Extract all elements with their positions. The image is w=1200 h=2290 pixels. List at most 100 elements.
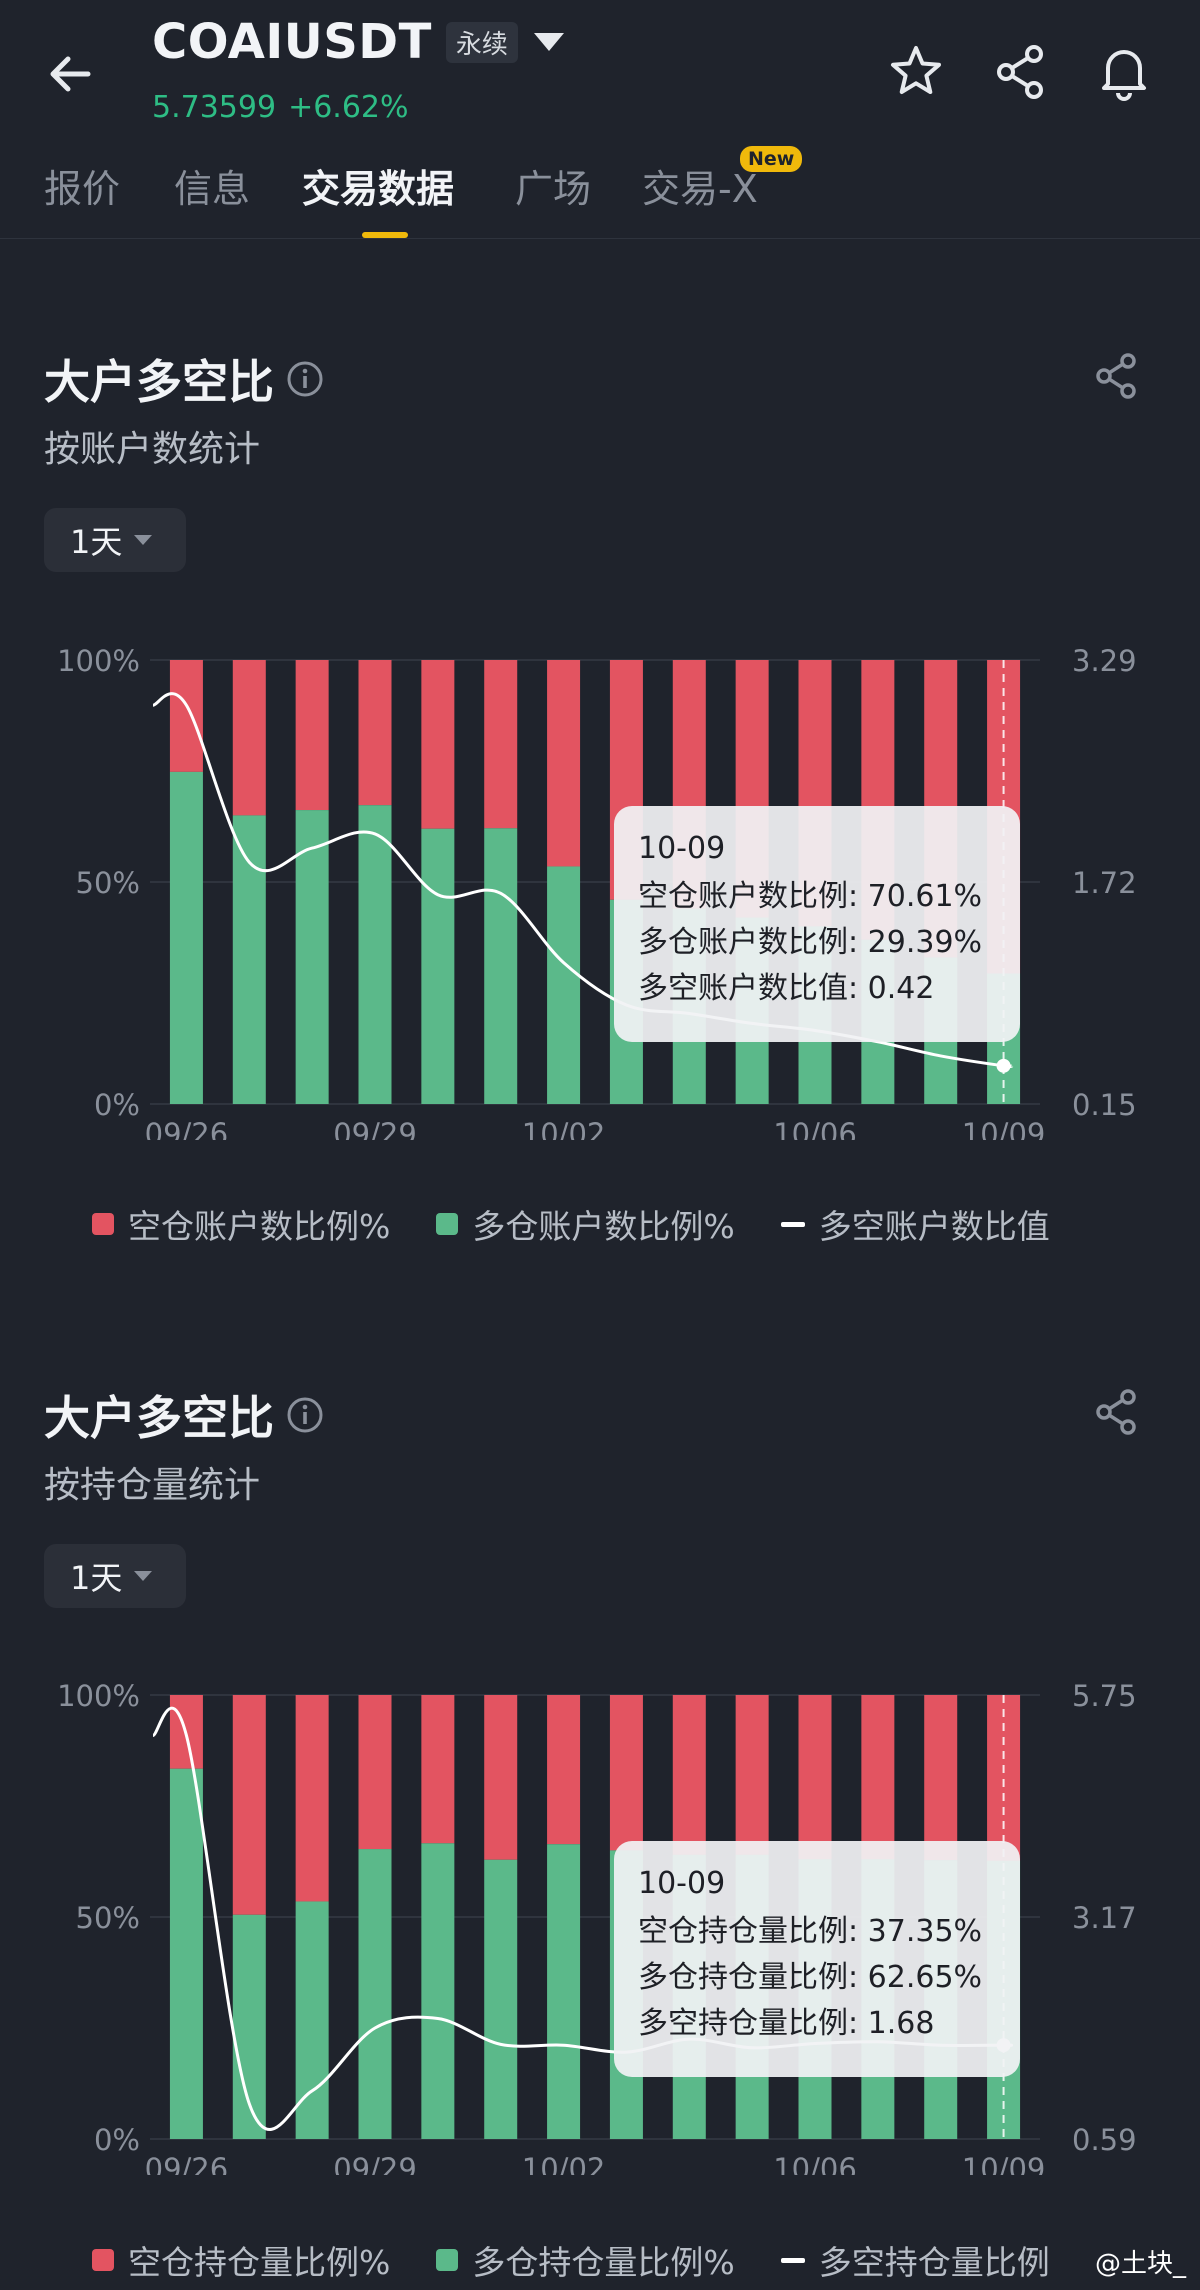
bar-long <box>484 1859 518 2139</box>
interval-selector[interactable]: 1天 <box>44 508 186 572</box>
y-tick-label-right: 3.29 <box>1072 644 1137 678</box>
bar-short <box>295 660 329 811</box>
bar-long <box>169 1768 203 2139</box>
x-tick-label: 10/06 <box>773 2152 857 2175</box>
section-title-text: 大户多空比 <box>44 355 274 409</box>
y-tick-label-left: 50% <box>76 1901 140 1935</box>
bar-short <box>924 1695 958 1861</box>
price-row: 5.73599 +6.62% <box>152 90 409 125</box>
bar-short <box>547 660 581 867</box>
tooltip-box <box>614 806 1020 1042</box>
legend-ratio: 多空账户数比值 <box>780 1200 1050 1248</box>
y-tick-label-right: 1.72 <box>1072 866 1137 900</box>
bar-short <box>672 1695 706 1855</box>
bar-short <box>169 660 203 772</box>
section-subtitle: 按账户数统计 <box>44 429 261 470</box>
bar-short <box>295 1695 329 1902</box>
back-arrow-icon[interactable] <box>44 44 104 104</box>
tooltip-row: 多仓持仓量比例: 62.65% <box>638 1960 982 1995</box>
bar-long <box>547 1844 581 2139</box>
legend-long: 多仓持仓量比例% <box>436 2236 735 2284</box>
x-tick-label: 09/29 <box>333 1117 417 1140</box>
y-tick-label-right: 0.15 <box>1072 1088 1137 1122</box>
y-tick-label-right: 3.17 <box>1072 1901 1137 1935</box>
share-icon[interactable] <box>1088 348 1144 404</box>
caret-down-icon <box>134 1571 153 1581</box>
x-tick-label: 10/09 <box>962 2152 1046 2175</box>
x-tick-label: 10/09 <box>962 1117 1046 1140</box>
legend-long: 多仓账户数比例% <box>436 1200 735 1248</box>
bar-short <box>484 1695 518 1860</box>
bar-short <box>861 1695 895 1860</box>
x-tick-label: 10/06 <box>773 1117 857 1140</box>
bar-short <box>421 1695 455 1844</box>
position-ratio-chart: 0% 50% 100% 0.59 3.17 5.75 09/26 09/29 10/02 10/0… <box>57 1679 1137 2175</box>
info-icon[interactable] <box>286 360 324 398</box>
x-tick-label: 09/26 <box>145 1117 229 1140</box>
section-title-text: 大户多空比 <box>44 1391 274 1445</box>
bar-short <box>547 1695 581 1845</box>
share-icon[interactable] <box>988 40 1052 104</box>
y-tick-label-left: 100% <box>57 1679 140 1713</box>
symbol-selector[interactable]: COAIUSDT 永续 <box>152 14 564 70</box>
share-icon[interactable] <box>1088 1384 1144 1440</box>
header: COAIUSDT 永续 5.73599 +6.62% 报价 信息 交易数据 广场… <box>0 0 1200 240</box>
account-ratio-chart: 0% 50% 100% 0.15 1.72 3.29 09/26 09/29 10/02 10/0… <box>57 644 1137 1140</box>
tab-trade-x[interactable]: 交易-X <box>642 167 758 211</box>
tab-bar: 报价 信息 交易数据 广场 交易-X <box>0 150 1200 239</box>
bar-short <box>987 1695 1021 1861</box>
bar-short <box>232 1695 266 1915</box>
interval-selector[interactable]: 1天 <box>44 1544 186 1608</box>
watermark: @土块_ <box>1094 2249 1186 2279</box>
bar-long <box>169 771 203 1104</box>
bar-long <box>358 1849 392 2139</box>
contract-tag: 永续 <box>445 21 518 63</box>
y-tick-label-right: 5.75 <box>1072 1679 1137 1713</box>
tooltip-box <box>614 1841 1020 2077</box>
tooltip-row: 空仓持仓量比例: 37.35% <box>638 1914 982 1949</box>
tooltip-row: 空仓账户数比例: 70.61% <box>638 879 982 914</box>
section-title-accounts: 大户多空比 <box>44 346 324 412</box>
x-tick-label: 09/29 <box>333 2152 417 2175</box>
y-tick-label-left: 100% <box>57 644 140 678</box>
section-title-positions: 大户多空比 <box>44 1382 324 1448</box>
interval-label: 1天 <box>70 1559 123 1597</box>
info-icon[interactable] <box>286 1396 324 1434</box>
chart-legend: 空仓持仓量比例% 多仓持仓量比例% 多空持仓量比例 <box>92 2236 1096 2284</box>
bar-short <box>735 1695 769 1855</box>
bar-short <box>484 660 518 829</box>
y-tick-label-left: 0% <box>94 2123 140 2157</box>
bar-long <box>484 828 518 1104</box>
legend-short: 空仓持仓量比例% <box>92 2236 390 2284</box>
bar-short <box>609 1695 643 1851</box>
caret-down-icon <box>533 33 564 51</box>
tab-quote[interactable]: 报价 <box>44 167 121 211</box>
star-icon[interactable] <box>884 40 948 104</box>
caret-down-icon <box>134 535 153 545</box>
section-subtitle: 按持仓量统计 <box>44 1465 261 1506</box>
symbol-name: COAIUSDT <box>152 14 432 70</box>
bar-long <box>547 866 581 1104</box>
bar-long <box>358 805 392 1104</box>
bar-short <box>798 1695 832 1860</box>
x-tick-label: 10/02 <box>522 2152 606 2175</box>
tooltip-row: 多空账户数比值: 0.42 <box>638 971 934 1006</box>
bar-long <box>295 810 329 1104</box>
ratio-point-highlight <box>996 1058 1011 1073</box>
bell-icon[interactable] <box>1092 40 1156 104</box>
y-tick-label-left: 0% <box>94 1088 140 1122</box>
bar-short <box>421 660 455 829</box>
tab-info[interactable]: 信息 <box>174 167 251 211</box>
price-change: +6.62% <box>288 90 409 125</box>
y-tick-label-left: 50% <box>76 866 140 900</box>
tooltip-date: 10-09 <box>638 1866 725 1901</box>
last-price: 5.73599 <box>152 90 277 125</box>
bar-long <box>232 815 266 1104</box>
bar-short <box>358 660 392 806</box>
tooltip-date: 10-09 <box>638 831 725 866</box>
tab-square[interactable]: 广场 <box>515 167 592 211</box>
tooltip-row: 多空持仓量比例: 1.68 <box>638 2006 934 2041</box>
chart-legend: 空仓账户数比例% 多仓账户数比例% 多空账户数比值 <box>92 1200 1096 1248</box>
tab-trading-data[interactable]: 交易数据 <box>302 167 455 211</box>
bar-long <box>421 1843 455 2139</box>
